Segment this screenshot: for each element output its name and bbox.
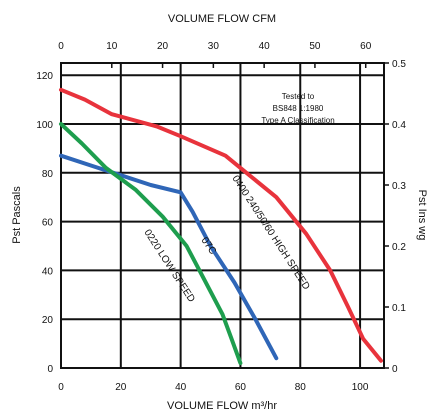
series-lines [59,87,383,366]
x-axis-title: VOLUME FLOW m³/hr [167,400,277,412]
grid-lines [60,63,384,369]
y-axis-title: Pst Pascals [11,186,23,244]
y2-tick-label: 0.4 [392,120,406,131]
series-line-2 [59,122,243,366]
note-line-3: Type A Classification [261,116,334,125]
y-tick-label: 60 [42,218,54,229]
y-tick-label: 0 [47,364,53,375]
y2-axis-ticks: 0 0.1 0.2 0.3 0.4 0.5 [384,59,406,375]
plot-frame [60,62,385,369]
x2-tick-label: 40 [259,41,271,52]
y2-tick-label: 0.5 [392,59,406,70]
x-axis-ticks: 0 20 40 60 80 100 [58,382,369,393]
x2-tick-label: 50 [309,41,321,52]
x-tick-label: 60 [235,382,247,393]
y-tick-label: 40 [42,266,54,277]
y2-tick-label: 0.2 [392,242,406,253]
x-tick-label: 40 [175,382,187,393]
x-tick-label: 20 [115,382,127,393]
y2-tick-label: 0.1 [392,303,406,314]
y-tick-label: 100 [36,120,53,131]
x2-axis-ticks: 0 10 20 30 40 50 60 [58,41,372,68]
x2-tick-label: 10 [106,41,118,52]
x-tick-label: 100 [352,382,369,393]
x2-tick-label: 60 [360,41,372,52]
x2-tick-label: 0 [58,41,64,52]
y-axis-ticks: 0 20 40 60 80 100 120 [36,71,53,375]
y-tick-label: 80 [42,169,54,180]
x-tick-label: 0 [58,382,64,393]
x2-tick-label: 30 [208,41,220,52]
x2-tick-label: 20 [157,41,169,52]
note-line-1: Tested to [282,92,315,101]
y2-axis-title: Pst Ins wg [416,190,428,241]
y-tick-label: 120 [36,71,53,82]
test-standard-note: Tested to BS848 1:1980 Type A Classifica… [261,92,334,125]
series-line-1 [59,153,279,361]
y-tick-label: 20 [42,315,54,326]
y2-tick-label: 0.3 [392,181,406,192]
note-line-2: BS848 1:1980 [273,104,324,113]
x2-axis-title: VOLUME FLOW CFM [168,13,276,25]
series-line-0 [59,87,383,363]
x-tick-label: 80 [295,382,307,393]
y2-tick-label: 0 [392,364,398,375]
